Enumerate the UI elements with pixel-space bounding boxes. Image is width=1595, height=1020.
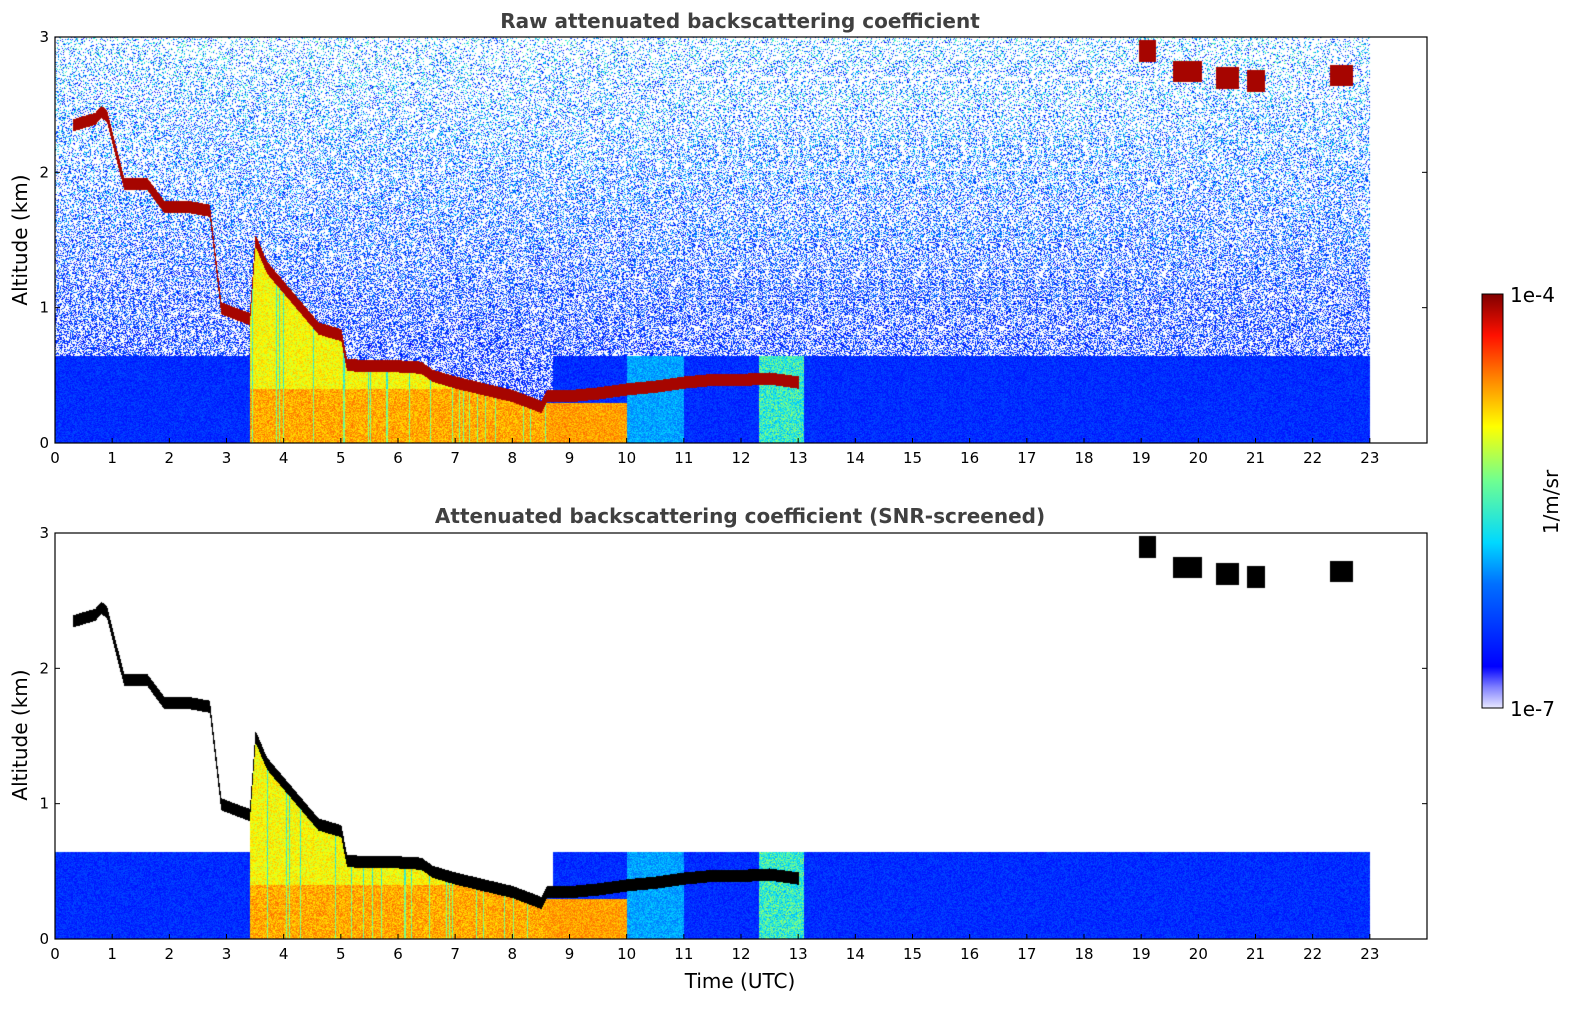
x-tick-label: 20 xyxy=(1189,945,1208,963)
panel-raw: Raw attenuated backscattering coefficien… xyxy=(8,9,1428,467)
x-tick-label: 10 xyxy=(617,449,636,467)
x-tick-label: 10 xyxy=(617,945,636,963)
y-tick-label: 0 xyxy=(39,434,49,452)
x-tick-label: 20 xyxy=(1189,449,1208,467)
x-tick-label: 21 xyxy=(1246,449,1265,467)
colorbar: 1e-4 1e-7 1/m/sr xyxy=(1481,283,1563,721)
x-tick-label: 12 xyxy=(731,449,750,467)
x-tick-label: 9 xyxy=(565,449,575,467)
x-tick-label: 11 xyxy=(674,449,693,467)
colorbar-min-label: 1e-7 xyxy=(1510,697,1555,721)
y-tick-label: 2 xyxy=(39,163,49,181)
x-tick-label: 18 xyxy=(1074,449,1093,467)
panel-screened-heatmap xyxy=(55,533,1427,939)
x-tick-label: 11 xyxy=(674,945,693,963)
x-tick-label: 22 xyxy=(1303,945,1322,963)
x-tick-label: 7 xyxy=(450,945,460,963)
x-tick-label: 0 xyxy=(50,449,60,467)
x-tick-label: 5 xyxy=(336,945,346,963)
x-tick-label: 14 xyxy=(846,945,865,963)
x-tick-label: 0 xyxy=(50,945,60,963)
y-tick-label: 3 xyxy=(39,524,49,542)
x-tick-label: 23 xyxy=(1360,945,1379,963)
x-tick-label: 7 xyxy=(450,449,460,467)
x-tick-label: 9 xyxy=(565,945,575,963)
x-tick-label: 16 xyxy=(960,945,979,963)
x-tick-label: 13 xyxy=(789,945,808,963)
x-tick-label: 2 xyxy=(165,945,175,963)
x-tick-label: 12 xyxy=(731,945,750,963)
panel-screened-ticks: 0 1 2 3 4 5 6 7 8 9 10 11 12 13 14 15 16 17 18 19 20 21 22 2301… xyxy=(39,524,1427,963)
x-tick-label: 3 xyxy=(222,449,232,467)
y-tick-label: 0 xyxy=(39,930,49,948)
y-tick-label: 1 xyxy=(39,299,49,317)
x-tick-label: 18 xyxy=(1074,945,1093,963)
panel-raw-heatmap xyxy=(55,37,1427,443)
x-tick-label: 15 xyxy=(903,945,922,963)
x-tick-label: 1 xyxy=(107,945,117,963)
x-tick-label: 8 xyxy=(508,945,518,963)
panel-raw-ticks: 0 1 2 3 4 5 6 7 8 9 10 11 12 13 14 15 16 17 18 19 20 21 22 2301… xyxy=(39,28,1427,467)
x-tick-label: 5 xyxy=(336,449,346,467)
x-tick-label: 4 xyxy=(279,449,289,467)
panel-raw-ylabel: Altitude (km) xyxy=(8,174,32,305)
y-tick-label: 3 xyxy=(39,28,49,46)
x-tick-label: 14 xyxy=(846,449,865,467)
x-tick-label: 22 xyxy=(1303,449,1322,467)
x-tick-label: 6 xyxy=(393,449,403,467)
y-tick-label: 1 xyxy=(39,795,49,813)
panel-raw-title: Raw attenuated backscattering coefficien… xyxy=(500,9,980,33)
colorbar-unit-label: 1/m/sr xyxy=(1539,469,1563,534)
x-tick-label: 21 xyxy=(1246,945,1265,963)
colorbar-max-label: 1e-4 xyxy=(1510,283,1555,307)
x-tick-label: 19 xyxy=(1132,449,1151,467)
x-tick-label: 13 xyxy=(789,449,808,467)
x-tick-label: 15 xyxy=(903,449,922,467)
panel-screened-title: Attenuated backscattering coefficient (S… xyxy=(435,504,1045,528)
x-tick-label: 17 xyxy=(1017,945,1036,963)
x-tick-label: 16 xyxy=(960,449,979,467)
x-tick-label: 2 xyxy=(165,449,175,467)
x-tick-label: 23 xyxy=(1360,449,1379,467)
colorbar-gradient xyxy=(1481,293,1504,709)
x-tick-label: 3 xyxy=(222,945,232,963)
x-tick-label: 1 xyxy=(107,449,117,467)
panel-screened-xlabel: Time (UTC) xyxy=(684,969,796,993)
y-tick-label: 2 xyxy=(39,659,49,677)
panel-screened-ylabel: Altitude (km) xyxy=(8,669,32,800)
panel-screened: Attenuated backscattering coefficient (S… xyxy=(8,504,1428,993)
x-tick-label: 8 xyxy=(508,449,518,467)
x-tick-label: 6 xyxy=(393,945,403,963)
x-tick-label: 4 xyxy=(279,945,289,963)
x-tick-label: 19 xyxy=(1132,945,1151,963)
x-tick-label: 17 xyxy=(1017,449,1036,467)
